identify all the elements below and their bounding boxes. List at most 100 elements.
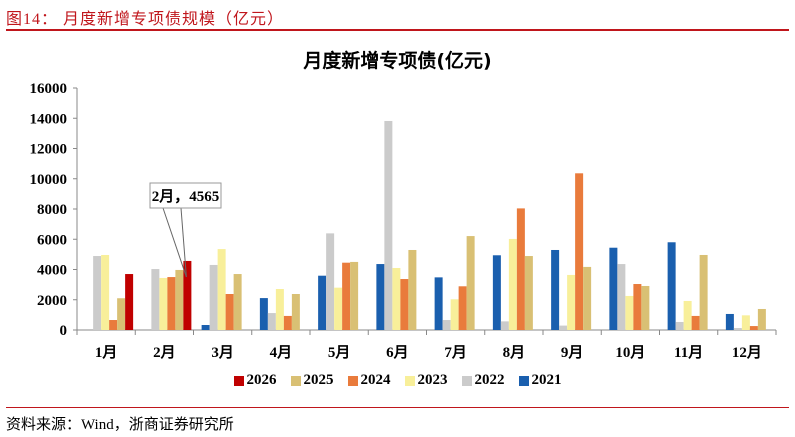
y-tick-label: 16000 bbox=[30, 81, 68, 97]
bar-2024 bbox=[400, 279, 409, 330]
legend-item-2021: 2021 bbox=[518, 372, 562, 389]
bar-2025 bbox=[233, 274, 242, 330]
bar-2024 bbox=[167, 277, 176, 330]
bar-2024 bbox=[575, 173, 584, 330]
bar-2025 bbox=[291, 294, 300, 330]
bar-2023 bbox=[450, 299, 459, 330]
legend-label: 2026 bbox=[246, 372, 277, 388]
bar-2021 bbox=[725, 313, 734, 330]
bar-2022 bbox=[617, 264, 626, 330]
legend-label: 2025 bbox=[303, 372, 334, 388]
bar-2023 bbox=[159, 277, 168, 330]
bar-2023 bbox=[217, 249, 226, 330]
bar-2025 bbox=[175, 269, 184, 330]
bar-2024 bbox=[458, 286, 467, 330]
bar-2023 bbox=[334, 287, 343, 330]
bar-2023 bbox=[625, 295, 634, 330]
y-tick-label: 8000 bbox=[37, 202, 67, 218]
bar-2025 bbox=[583, 266, 592, 330]
bar-2023 bbox=[392, 267, 401, 330]
legend-swatch bbox=[404, 375, 415, 386]
y-tick-label: 2000 bbox=[37, 293, 67, 309]
bar-2025 bbox=[699, 254, 708, 330]
bar-2024 bbox=[283, 315, 292, 330]
bar-2023 bbox=[508, 238, 517, 330]
bar-2021 bbox=[259, 298, 268, 330]
bar-2025 bbox=[466, 236, 475, 330]
legend-label: 2022 bbox=[474, 372, 505, 388]
x-tick-label: 2月 bbox=[153, 344, 176, 361]
legend-item-2026: 2026 bbox=[233, 372, 277, 389]
bar-2025 bbox=[641, 285, 650, 330]
legend-swatch bbox=[233, 375, 244, 386]
bar-2022 bbox=[209, 264, 218, 330]
bar-2024 bbox=[109, 320, 118, 330]
bar-2021 bbox=[492, 255, 501, 330]
bar-2024 bbox=[342, 262, 351, 330]
figure-title: 图14： 月度新增专项债规模（亿元） bbox=[6, 11, 285, 28]
bar-2021 bbox=[609, 247, 618, 330]
bar-2023 bbox=[567, 274, 576, 330]
bar-2022 bbox=[500, 321, 509, 330]
legend-swatch bbox=[290, 375, 301, 386]
bar-2022 bbox=[93, 256, 102, 330]
source-note: 资料来源：Wind，浙商证券研究所 bbox=[6, 417, 234, 433]
y-tick-label: 4000 bbox=[37, 263, 67, 279]
bar-2026 bbox=[125, 274, 134, 330]
y-tick-label: 10000 bbox=[30, 172, 68, 188]
bar-2026 bbox=[183, 260, 192, 330]
bar-2023 bbox=[101, 254, 110, 330]
bar-2022 bbox=[384, 120, 393, 330]
legend-swatch bbox=[347, 375, 358, 386]
bar-2023 bbox=[683, 300, 692, 330]
bar-2025 bbox=[757, 308, 766, 330]
x-tick-label: 12月 bbox=[732, 344, 762, 361]
bar-2022 bbox=[267, 313, 276, 330]
bar-2024 bbox=[691, 315, 700, 330]
bar-2022 bbox=[559, 325, 568, 330]
bar-2021 bbox=[434, 277, 443, 330]
bar-2021 bbox=[551, 249, 560, 330]
chart-legend: 2026 2025 2024 2023 2022 2021 bbox=[0, 372, 795, 389]
x-tick-label: 3月 bbox=[211, 344, 234, 361]
legend-item-2023: 2023 bbox=[404, 372, 448, 389]
bar-2021 bbox=[318, 275, 327, 330]
legend-label: 2024 bbox=[360, 372, 391, 388]
legend-swatch bbox=[461, 375, 472, 386]
x-tick-label: 1月 bbox=[95, 344, 118, 361]
annotation-box bbox=[149, 182, 222, 209]
bar-2025 bbox=[117, 298, 126, 330]
x-tick-label: 10月 bbox=[615, 344, 645, 361]
x-tick-label: 5月 bbox=[328, 344, 351, 361]
legend-item-2025: 2025 bbox=[290, 372, 334, 389]
x-tick-label: 6月 bbox=[386, 344, 409, 361]
legend-item-2024: 2024 bbox=[347, 372, 391, 389]
x-tick-label: 4月 bbox=[270, 344, 293, 361]
bar-2022 bbox=[151, 269, 160, 330]
bar-2021 bbox=[376, 264, 385, 330]
bar-2022 bbox=[326, 233, 335, 330]
y-tick-label: 14000 bbox=[30, 111, 68, 127]
bar-2025 bbox=[350, 261, 359, 330]
legend-label: 2023 bbox=[417, 372, 448, 388]
y-tick-label: 6000 bbox=[37, 232, 67, 248]
legend-swatch bbox=[518, 375, 529, 386]
y-tick-label: 12000 bbox=[30, 142, 68, 158]
bar-2022 bbox=[733, 328, 742, 330]
x-tick-label: 8月 bbox=[503, 344, 526, 361]
legend-label: 2021 bbox=[531, 372, 562, 388]
bar-2023 bbox=[741, 315, 750, 330]
x-tick-label: 11月 bbox=[674, 344, 703, 361]
bar-2024 bbox=[633, 284, 642, 330]
bar-2025 bbox=[408, 249, 417, 330]
bar-2022 bbox=[675, 321, 684, 330]
legend-item-2022: 2022 bbox=[461, 372, 505, 389]
annotation-leader bbox=[162, 207, 187, 278]
bar-2024 bbox=[225, 294, 234, 330]
bar-2022 bbox=[442, 320, 451, 330]
title-divider bbox=[6, 29, 789, 31]
annotation-label: 2月，4565 bbox=[152, 188, 220, 205]
chart-title: 月度新增专项债(亿元) bbox=[303, 50, 492, 72]
bar-2023 bbox=[275, 289, 284, 330]
